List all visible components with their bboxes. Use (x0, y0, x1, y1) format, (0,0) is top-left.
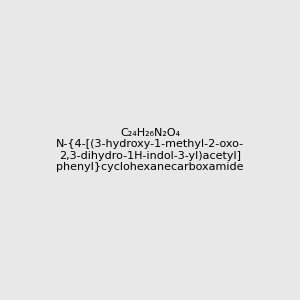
Text: C₂₄H₂₆N₂O₄
N-{4-[(3-hydroxy-1-methyl-2-oxo-
2,3-dihydro-1H-indol-3-yl)acetyl]
ph: C₂₄H₂₆N₂O₄ N-{4-[(3-hydroxy-1-methyl-2-o… (56, 128, 244, 172)
